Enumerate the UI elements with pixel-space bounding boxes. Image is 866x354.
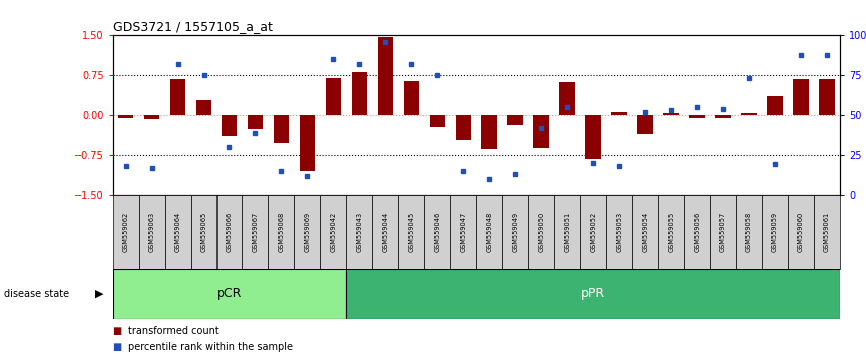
Bar (222, 115, 237, 136)
Bar (216, 195, 242, 269)
Bar (554, 195, 580, 269)
Text: GSM559063: GSM559063 (149, 212, 154, 252)
Text: GSM559043: GSM559043 (357, 212, 362, 252)
Text: ▶: ▶ (95, 289, 104, 299)
Bar (689, 115, 705, 118)
Bar (580, 195, 606, 269)
Bar (300, 115, 315, 171)
Bar (767, 96, 783, 115)
Text: disease state: disease state (4, 289, 69, 299)
Bar (762, 195, 788, 269)
Text: GSM559054: GSM559054 (643, 212, 648, 252)
Text: GSM559062: GSM559062 (123, 212, 128, 252)
Bar (430, 115, 445, 127)
Text: GSM559053: GSM559053 (617, 212, 622, 252)
Bar (326, 78, 341, 115)
Bar (559, 82, 575, 115)
Bar (320, 195, 346, 269)
Bar (404, 80, 419, 115)
Bar (352, 72, 367, 115)
Bar (346, 195, 372, 269)
Bar (165, 195, 191, 269)
Text: GSM559052: GSM559052 (591, 212, 596, 252)
Bar (611, 113, 627, 115)
Text: GSM559066: GSM559066 (227, 212, 232, 252)
Text: GSM559049: GSM559049 (513, 212, 518, 252)
Bar (248, 115, 263, 129)
Bar (658, 195, 684, 269)
Bar (481, 115, 497, 149)
Bar (637, 115, 653, 133)
Bar (170, 79, 185, 115)
Bar (715, 115, 731, 118)
Bar (268, 195, 294, 269)
Text: ■: ■ (113, 326, 122, 336)
Text: GSM559060: GSM559060 (798, 212, 804, 252)
Text: GSM559048: GSM559048 (487, 212, 492, 252)
Bar (663, 113, 679, 115)
Text: GSM559057: GSM559057 (721, 212, 726, 252)
Bar (502, 195, 528, 269)
Bar (819, 79, 835, 115)
Bar (113, 269, 346, 319)
Text: GSM559068: GSM559068 (279, 212, 284, 252)
Text: GSM559056: GSM559056 (695, 212, 700, 252)
Bar (274, 115, 289, 143)
Bar (814, 195, 840, 269)
Bar (533, 115, 549, 148)
Text: GSM559051: GSM559051 (565, 212, 570, 252)
Bar (424, 195, 450, 269)
Text: GSM559045: GSM559045 (409, 212, 414, 252)
Text: GSM559064: GSM559064 (175, 212, 180, 252)
Text: GSM559055: GSM559055 (669, 212, 674, 252)
Bar (139, 195, 165, 269)
Text: GSM559047: GSM559047 (461, 212, 466, 252)
Bar (793, 79, 809, 115)
Text: GSM559069: GSM559069 (305, 212, 310, 252)
Bar (684, 195, 710, 269)
Bar (632, 195, 658, 269)
Bar (378, 37, 393, 115)
Text: GSM559067: GSM559067 (253, 212, 258, 252)
Bar (398, 195, 424, 269)
Text: transformed count: transformed count (128, 326, 219, 336)
Bar (294, 195, 320, 269)
Bar (741, 113, 757, 115)
Bar (346, 269, 840, 319)
Bar (606, 195, 632, 269)
Text: pCR: pCR (216, 287, 242, 300)
Text: pPR: pPR (581, 287, 605, 300)
Text: GSM559046: GSM559046 (435, 212, 440, 252)
Bar (113, 195, 139, 269)
Bar (144, 115, 159, 119)
Bar (528, 195, 554, 269)
Text: GSM559059: GSM559059 (772, 212, 778, 252)
Bar (372, 195, 398, 269)
Text: percentile rank within the sample: percentile rank within the sample (128, 342, 294, 352)
Bar (736, 195, 762, 269)
Bar (191, 195, 216, 269)
Bar (710, 195, 736, 269)
Bar (585, 115, 601, 159)
Bar (450, 195, 476, 269)
Text: GSM559058: GSM559058 (746, 212, 752, 252)
Text: GSM559044: GSM559044 (383, 212, 388, 252)
Bar (507, 115, 523, 125)
Text: GSM559050: GSM559050 (539, 212, 544, 252)
Bar (242, 195, 268, 269)
Text: GSM559042: GSM559042 (331, 212, 336, 252)
Text: GDS3721 / 1557105_a_at: GDS3721 / 1557105_a_at (113, 20, 273, 33)
Bar (456, 115, 471, 140)
Bar (196, 100, 211, 115)
Text: GSM559061: GSM559061 (824, 212, 830, 252)
Bar (788, 195, 814, 269)
Text: ■: ■ (113, 342, 122, 352)
Bar (476, 195, 502, 269)
Bar (118, 115, 133, 118)
Text: GSM559065: GSM559065 (201, 212, 206, 252)
